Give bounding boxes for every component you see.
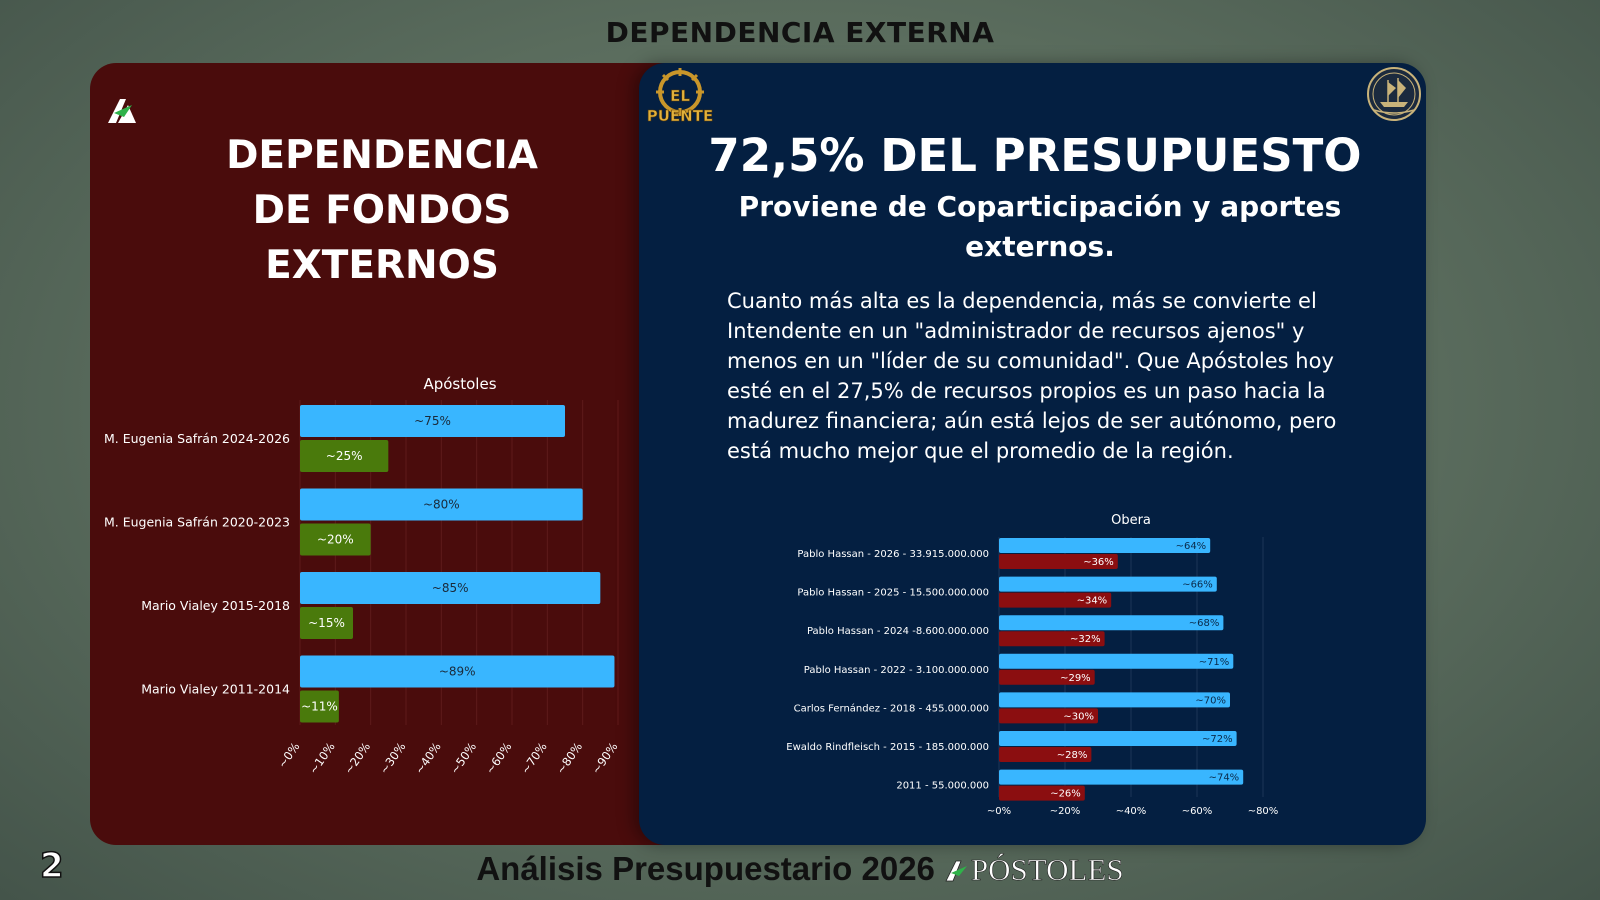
data-label: ~89% [439,665,476,679]
bar-external [300,655,615,688]
data-label: ~34% [1077,596,1108,607]
data-label: ~75% [414,414,451,428]
bar-external [999,538,1211,553]
category-label: Pablo Hassan - 2025 - 15.500.000.000 [797,588,989,599]
logo-text-el: EL [670,87,690,105]
category-label: Mario Vialey 2015-2018 [141,598,290,613]
page-title: DEPENDENCIA EXTERNA [605,16,995,49]
left-heading-line: DE FONDOS [252,188,512,233]
left-heading-line: EXTERNOS [265,243,499,288]
bar-own [999,747,1092,762]
data-label: ~32% [1070,634,1101,645]
data-label: ~11% [301,700,338,714]
bar-own [300,440,389,472]
bar-external [300,405,565,437]
data-label: ~25% [326,449,363,463]
bar-external [999,692,1230,708]
category-label: M. Eugenia Safrán 2020-2023 [104,514,290,529]
bar-own [300,523,371,556]
data-label: ~72% [1202,734,1233,745]
data-label: ~71% [1199,657,1230,668]
category-label: Ewaldo Rindfleisch - 2015 - 185.000.000 [786,742,989,753]
category-label: Mario Vialey 2011-2014 [141,681,290,696]
x-tick-label: ~0% [987,806,1011,817]
apostoles-logo-icon [945,860,967,882]
chart-title: Obera [1111,513,1151,528]
bar-own [999,785,1085,801]
bar-external [999,653,1234,669]
footer: Análisis Presupuestario 2026 PÓSTOLES [0,850,1600,888]
data-label: ~26% [1050,789,1081,800]
apostoles-logo-icon [108,99,136,123]
right-heading: 72,5% DEL PRESUPUESTO [708,129,1362,182]
footer-brand: PÓSTOLES [970,852,1124,888]
data-label: ~64% [1176,541,1207,552]
data-label: ~28% [1057,750,1088,761]
category-label: 2011 - 55.000.000 [896,781,989,792]
x-tick-label: ~60% [1182,806,1213,817]
data-label: ~20% [317,533,354,547]
data-label: ~68% [1189,618,1220,629]
bar-own [999,669,1095,685]
page-number: 2 [39,845,64,887]
bar-own [300,690,339,723]
chart-title: Apóstoles [423,375,496,393]
bar-external [999,615,1224,631]
bar-own [300,607,353,639]
category-label: Pablo Hassan - 2024 -8.600.000.000 [807,626,989,637]
bar-external [300,488,583,521]
bar-own [999,708,1098,724]
category-label: Pablo Hassan - 2026 - 33.915.000.000 [797,549,989,560]
bar-own [999,554,1118,569]
left-heading: DEPENDENCIA DE FONDOS EXTERNOS [150,128,614,293]
category-label: Carlos Fernández - 2018 - 455.000.000 [794,702,989,714]
el-puente-logo: EL PUENTE [646,68,714,124]
ship-seal-icon [1367,67,1421,121]
x-tick-label: ~20% [1050,806,1081,817]
category-label: Pablo Hassan - 2022 - 3.100.000.000 [804,665,989,676]
bar-own [999,631,1105,647]
left-card [90,63,690,845]
data-label: ~66% [1182,580,1213,591]
data-label: ~30% [1063,711,1094,722]
x-tick-label: ~80% [1248,806,1279,817]
footer-text: Análisis Presupuestario 2026 [476,850,935,887]
data-label: ~29% [1060,673,1091,684]
bar-external [999,731,1237,746]
data-label: ~80% [423,498,460,512]
bar-own [999,592,1112,608]
x-tick-label: ~40% [1116,806,1147,817]
category-label: M. Eugenia Safrán 2024-2026 [104,431,290,446]
bar-external [999,576,1217,592]
bar-external [300,572,601,604]
data-label: ~36% [1083,557,1114,568]
left-heading-line: DEPENDENCIA [226,133,538,178]
data-label: ~70% [1195,695,1226,706]
data-label: ~85% [432,581,469,595]
right-subheading: Proviene de Coparticipación y aportes ex… [738,190,1342,263]
bar-external [999,769,1244,785]
data-label: ~74% [1209,773,1240,784]
data-label: ~15% [308,616,345,630]
logo-text-puente: PUENTE [647,107,713,124]
right-body-text: Cuanto más alta es la dependencia, más s… [727,289,1337,463]
